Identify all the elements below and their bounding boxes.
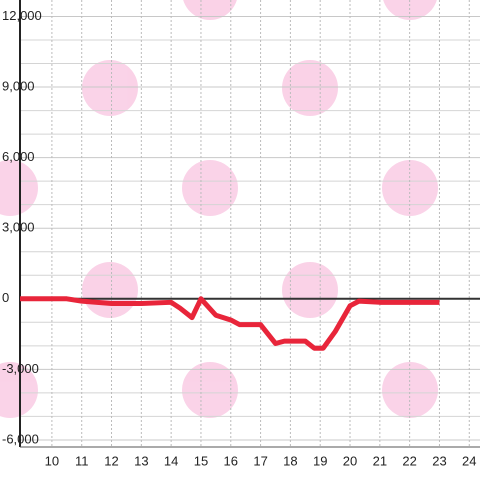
watermarks — [0, 0, 438, 418]
x-tick-label: 11 — [75, 453, 89, 468]
line-series — [20, 296, 440, 351]
x-tick-label: 24 — [462, 453, 476, 468]
y-tick-label: 0 — [2, 290, 9, 305]
y-tick-label: 9,000 — [2, 78, 35, 93]
y-tick-label: 6,000 — [2, 149, 35, 164]
x-tick-label: 18 — [283, 453, 297, 468]
x-tick-label: 19 — [313, 453, 327, 468]
y-tick-label: -3,000 — [2, 361, 39, 376]
x-tick-label: 23 — [432, 453, 446, 468]
x-tick-label: 22 — [402, 453, 416, 468]
x-tick-label: 14 — [164, 453, 178, 468]
y-tick-label: 12,000 — [2, 8, 42, 23]
x-tick-label: 15 — [194, 453, 208, 468]
x-tick-label: 16 — [224, 453, 238, 468]
x-tick-label: 12 — [104, 453, 118, 468]
x-tick-label: 21 — [373, 453, 387, 468]
x-tick-label: 20 — [343, 453, 357, 468]
x-tick-label: 17 — [253, 453, 267, 468]
x-tick-label: 10 — [45, 453, 59, 468]
y-tick-label: 3,000 — [2, 220, 35, 235]
x-tick-label: 13 — [134, 453, 148, 468]
y-tick-label: -6,000 — [2, 431, 39, 446]
